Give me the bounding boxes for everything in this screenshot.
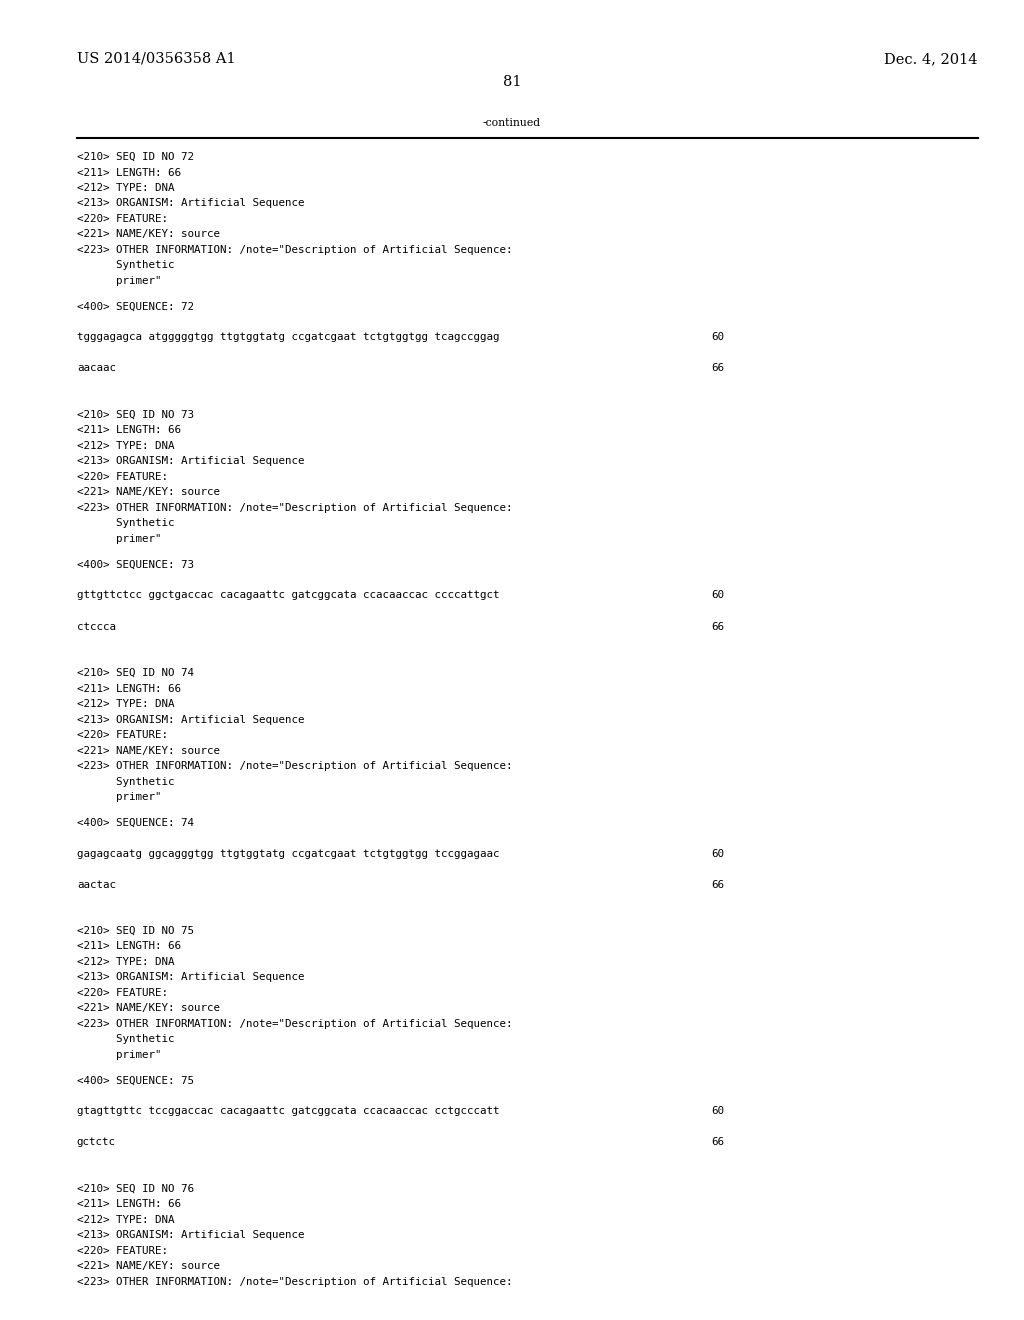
Text: <221> NAME/KEY: source: <221> NAME/KEY: source [77,487,220,498]
Text: <223> OTHER INFORMATION: /note="Description of Artificial Sequence:: <223> OTHER INFORMATION: /note="Descript… [77,246,512,255]
Text: 66: 66 [712,622,725,631]
Text: Dec. 4, 2014: Dec. 4, 2014 [885,51,978,66]
Text: <213> ORGANISM: Artificial Sequence: <213> ORGANISM: Artificial Sequence [77,457,304,466]
Text: 66: 66 [712,879,725,890]
Text: Synthetic: Synthetic [77,260,174,271]
Text: <221> NAME/KEY: source: <221> NAME/KEY: source [77,230,220,239]
Text: -continued: -continued [483,117,541,128]
Text: <213> ORGANISM: Artificial Sequence: <213> ORGANISM: Artificial Sequence [77,714,304,725]
Text: <400> SEQUENCE: 73: <400> SEQUENCE: 73 [77,560,194,569]
Text: <213> ORGANISM: Artificial Sequence: <213> ORGANISM: Artificial Sequence [77,198,304,209]
Text: <213> ORGANISM: Artificial Sequence: <213> ORGANISM: Artificial Sequence [77,1230,304,1241]
Text: 81: 81 [503,75,521,88]
Text: <211> LENGTH: 66: <211> LENGTH: 66 [77,1200,181,1209]
Text: <223> OTHER INFORMATION: /note="Description of Artificial Sequence:: <223> OTHER INFORMATION: /note="Descript… [77,1276,512,1287]
Text: <213> ORGANISM: Artificial Sequence: <213> ORGANISM: Artificial Sequence [77,973,304,982]
Text: <211> LENGTH: 66: <211> LENGTH: 66 [77,168,181,177]
Text: <210> SEQ ID NO 74: <210> SEQ ID NO 74 [77,668,194,678]
Text: 60: 60 [712,1106,725,1117]
Text: gttgttctcc ggctgaccac cacagaattc gatcggcata ccacaaccac ccccattgct: gttgttctcc ggctgaccac cacagaattc gatcggc… [77,590,500,601]
Text: gctctc: gctctc [77,1138,116,1147]
Text: <212> TYPE: DNA: <212> TYPE: DNA [77,957,174,968]
Text: <220> FEATURE:: <220> FEATURE: [77,473,168,482]
Text: Synthetic: Synthetic [77,776,174,787]
Text: <210> SEQ ID NO 72: <210> SEQ ID NO 72 [77,152,194,162]
Text: <400> SEQUENCE: 75: <400> SEQUENCE: 75 [77,1076,194,1085]
Text: <220> FEATURE:: <220> FEATURE: [77,730,168,741]
Text: <212> TYPE: DNA: <212> TYPE: DNA [77,183,174,193]
Text: <211> LENGTH: 66: <211> LENGTH: 66 [77,684,181,693]
Text: primer": primer" [77,535,162,544]
Text: <223> OTHER INFORMATION: /note="Description of Artificial Sequence:: <223> OTHER INFORMATION: /note="Descript… [77,503,512,513]
Text: tgggagagca atgggggtgg ttgtggtatg ccgatcgaat tctgtggtgg tcagccggag: tgggagagca atgggggtgg ttgtggtatg ccgatcg… [77,333,500,342]
Text: <400> SEQUENCE: 74: <400> SEQUENCE: 74 [77,817,194,828]
Text: primer": primer" [77,276,162,286]
Text: primer": primer" [77,792,162,803]
Text: <211> LENGTH: 66: <211> LENGTH: 66 [77,941,181,952]
Text: 60: 60 [712,849,725,858]
Text: aactac: aactac [77,879,116,890]
Text: <400> SEQUENCE: 72: <400> SEQUENCE: 72 [77,301,194,312]
Text: <210> SEQ ID NO 75: <210> SEQ ID NO 75 [77,927,194,936]
Text: <220> FEATURE:: <220> FEATURE: [77,214,168,224]
Text: ctccca: ctccca [77,622,116,631]
Text: <211> LENGTH: 66: <211> LENGTH: 66 [77,425,181,436]
Text: <223> OTHER INFORMATION: /note="Description of Artificial Sequence:: <223> OTHER INFORMATION: /note="Descript… [77,1019,512,1030]
Text: <212> TYPE: DNA: <212> TYPE: DNA [77,1214,174,1225]
Text: <221> NAME/KEY: source: <221> NAME/KEY: source [77,746,220,755]
Text: Synthetic: Synthetic [77,1035,174,1044]
Text: <223> OTHER INFORMATION: /note="Description of Artificial Sequence:: <223> OTHER INFORMATION: /note="Descript… [77,762,512,771]
Text: US 2014/0356358 A1: US 2014/0356358 A1 [77,51,236,66]
Text: 60: 60 [712,333,725,342]
Text: <221> NAME/KEY: source: <221> NAME/KEY: source [77,1262,220,1271]
Text: <220> FEATURE:: <220> FEATURE: [77,987,168,998]
Text: 66: 66 [712,1138,725,1147]
Text: gtagttgttc tccggaccac cacagaattc gatcggcata ccacaaccac cctgcccatt: gtagttgttc tccggaccac cacagaattc gatcggc… [77,1106,500,1117]
Text: <210> SEQ ID NO 76: <210> SEQ ID NO 76 [77,1184,194,1195]
Text: <221> NAME/KEY: source: <221> NAME/KEY: source [77,1003,220,1014]
Text: <210> SEQ ID NO 73: <210> SEQ ID NO 73 [77,411,194,420]
Text: 60: 60 [712,590,725,601]
Text: <220> FEATURE:: <220> FEATURE: [77,1246,168,1257]
Text: <212> TYPE: DNA: <212> TYPE: DNA [77,700,174,709]
Text: 66: 66 [712,363,725,374]
Text: Synthetic: Synthetic [77,519,174,528]
Text: gagagcaatg ggcagggtgg ttgtggtatg ccgatcgaat tctgtggtgg tccggagaac: gagagcaatg ggcagggtgg ttgtggtatg ccgatcg… [77,849,500,858]
Text: primer": primer" [77,1049,162,1060]
Text: aacaac: aacaac [77,363,116,374]
Text: <212> TYPE: DNA: <212> TYPE: DNA [77,441,174,451]
